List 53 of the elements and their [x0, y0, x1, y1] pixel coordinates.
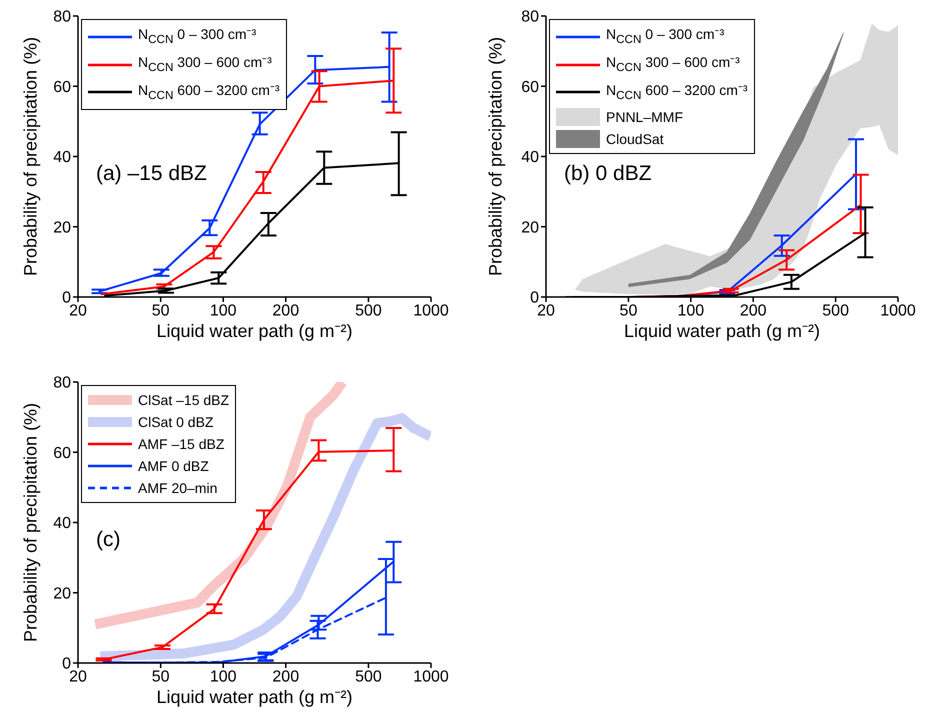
x-tick-label: 1000	[880, 302, 916, 320]
legend-label: ClSat –15 dBZ	[138, 391, 230, 410]
annotation: (b) 0 dBZ	[564, 162, 652, 186]
x-tick-label: 500	[355, 302, 382, 320]
x-tick-label: 1000	[413, 668, 449, 686]
y-tick-label: 60	[53, 444, 72, 462]
x-tick-label: 500	[822, 302, 850, 320]
legend-label: N$_{CCN}$ 0 – 300 cm⁻³	[606, 25, 724, 48]
legend-label: N$_{CCN}$ 0 – 300 cm⁻³	[138, 25, 256, 48]
x-tick-label: 200	[272, 302, 300, 320]
y-tick-label: 60	[521, 78, 540, 96]
y-tick-label: 0	[530, 290, 540, 307]
y-tick-label: 20	[521, 219, 540, 236]
y-axis-title: Probability of precipitation (%)	[20, 36, 40, 276]
annotation: (c)	[96, 528, 120, 552]
x-axis-title: Liquid water path (g m⁻²)	[156, 321, 353, 341]
y-tick-label: 0	[62, 656, 72, 673]
y-tick-label: 40	[53, 515, 72, 532]
legend-label: AMF –15 dBZ	[138, 435, 224, 454]
x-axis-title: Liquid water path (g m⁻²)	[624, 321, 820, 341]
y-tick-label: 20	[53, 585, 72, 602]
x-axis-title: Liquid water path (g m⁻²)	[156, 687, 353, 707]
y-tick-label: 80	[53, 374, 72, 392]
x-tick-label: 100	[210, 668, 237, 686]
legend-label: AMF 20–min	[138, 479, 218, 498]
legend-label: ClSat 0 dBZ	[138, 413, 214, 432]
y-tick-label: 20	[53, 219, 72, 236]
legend-label: N$_{CCN}$ 300 – 600 cm⁻³	[138, 52, 272, 76]
x-tick-label: 1000	[413, 302, 449, 320]
y-axis-title: Probability of precipitation (%)	[20, 402, 40, 642]
x-tick-label: 50	[620, 302, 638, 320]
x-tick-label: 50	[152, 668, 170, 686]
x-tick-label: 100	[210, 302, 237, 320]
legend-label: PNNL–MMF	[606, 108, 684, 128]
x-tick-label: 500	[355, 668, 382, 686]
x-tick-label: 200	[272, 668, 300, 686]
legend-label: AMF 0 dBZ	[138, 457, 209, 476]
y-tick-label: 60	[53, 78, 72, 96]
y-axis-title: Probability of precipitation (%)	[485, 36, 506, 276]
y-tick-label: 40	[521, 149, 540, 166]
legend-label: CloudSat	[606, 130, 664, 150]
legend-label: N$_{CCN}$ 300 – 600 cm⁻³	[606, 52, 740, 76]
y-tick-label: 0	[62, 290, 72, 307]
x-tick-label: 200	[740, 302, 767, 320]
x-tick-label: 20	[537, 302, 555, 320]
y-tick-label: 80	[521, 8, 540, 26]
y-tick-label: 40	[53, 149, 72, 166]
x-tick-label: 100	[677, 302, 704, 320]
x-tick-label: 50	[152, 302, 170, 320]
y-tick-label: 80	[53, 8, 72, 26]
legend-label: N$_{CCN}$ 600 – 3200 cm⁻³	[606, 80, 748, 104]
legend-label: N$_{CCN}$ 600 – 3200 cm⁻³	[138, 80, 280, 104]
annotation: (a) –15 dBZ	[96, 162, 207, 186]
